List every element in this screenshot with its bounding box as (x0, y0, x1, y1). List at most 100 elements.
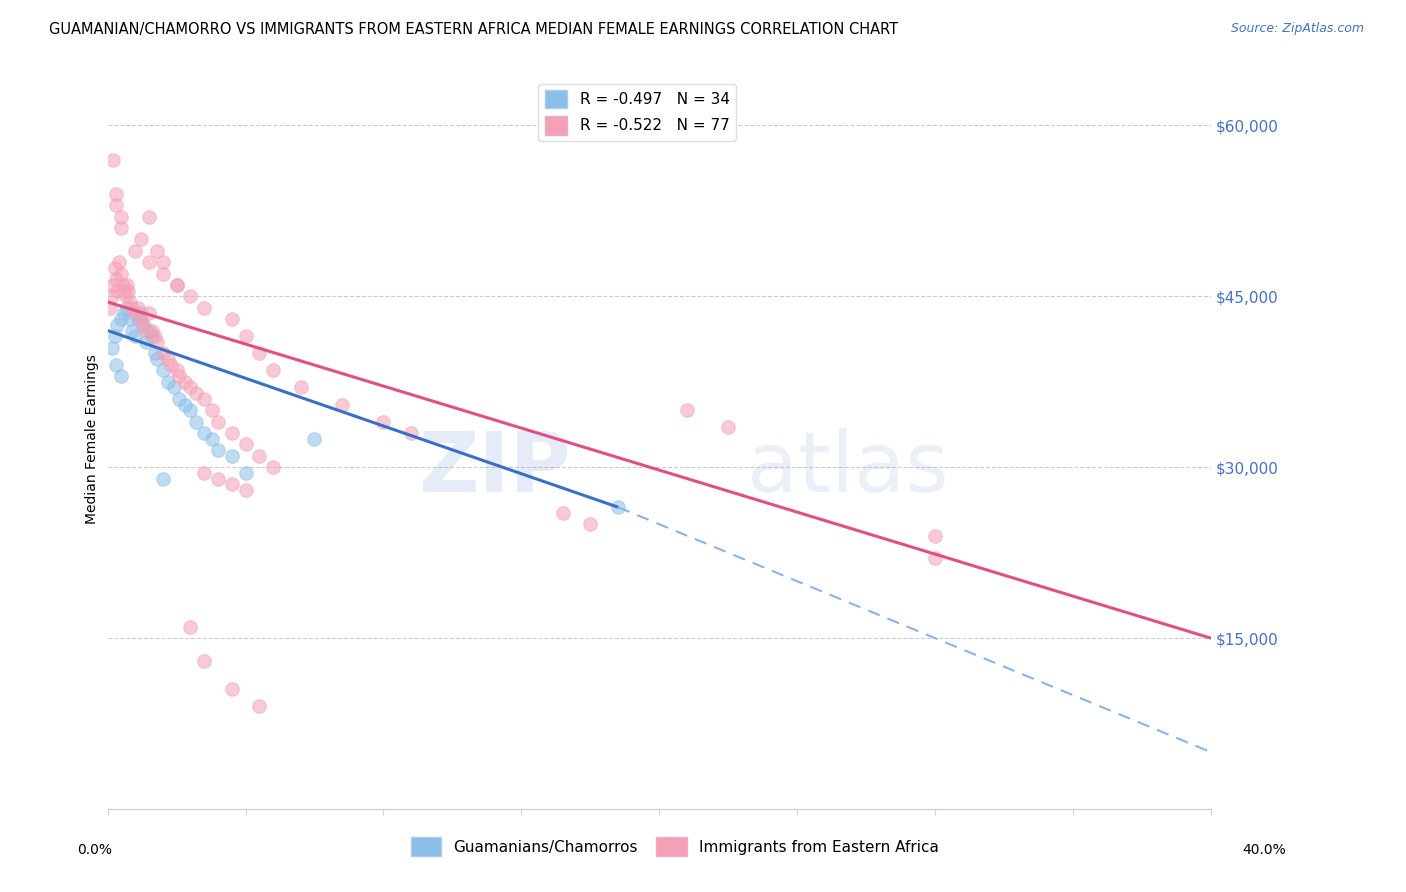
Point (247, 449, 270, 463)
Point (179, 620, 201, 634)
Point (146, 351, 169, 366)
Point (173, 375, 195, 389)
Point (103, 260, 125, 275)
Text: atlas: atlas (748, 428, 949, 508)
Point (221, 312, 243, 326)
Point (166, 277, 188, 292)
Point (152, 363, 174, 377)
Point (924, 528, 946, 542)
Point (100, 341, 122, 355)
Y-axis label: Median Female Earnings: Median Female Earnings (86, 354, 100, 524)
Point (160, 358, 183, 372)
Point (235, 483, 257, 497)
Point (399, 426, 422, 441)
Point (104, 198, 127, 212)
Point (924, 551, 946, 566)
Point (121, 324, 143, 338)
Point (127, 312, 149, 326)
Point (132, 318, 155, 332)
Text: Source: ZipAtlas.com: Source: ZipAtlas.com (1230, 22, 1364, 36)
Point (173, 398, 195, 412)
Point (115, 277, 138, 292)
Point (221, 682, 243, 697)
Text: 0.0%: 0.0% (77, 843, 112, 857)
Point (104, 358, 127, 372)
Point (100, 289, 122, 303)
Point (105, 318, 128, 332)
Point (235, 437, 257, 451)
Point (166, 277, 188, 292)
Text: ZIP: ZIP (419, 428, 571, 508)
Point (221, 477, 243, 491)
Point (124, 244, 146, 258)
Point (110, 312, 132, 326)
Point (118, 312, 141, 326)
Point (235, 466, 257, 480)
Point (179, 289, 201, 303)
Point (184, 415, 207, 429)
Point (112, 306, 135, 320)
Point (110, 369, 132, 384)
Point (110, 210, 132, 224)
Point (132, 318, 155, 332)
Point (551, 506, 574, 520)
Point (124, 306, 146, 320)
Point (193, 654, 215, 668)
Point (179, 380, 201, 394)
Point (262, 460, 284, 475)
Point (115, 301, 138, 315)
Point (138, 210, 160, 224)
Point (221, 426, 243, 441)
Point (110, 267, 132, 281)
Point (201, 403, 224, 417)
Point (127, 301, 149, 315)
Point (169, 369, 191, 384)
Point (129, 306, 152, 320)
Point (118, 295, 141, 310)
Point (221, 449, 243, 463)
Point (717, 420, 740, 434)
Point (105, 284, 128, 298)
Point (121, 301, 143, 315)
Point (163, 380, 186, 394)
Point (169, 392, 191, 406)
Point (104, 272, 127, 286)
Point (135, 334, 157, 349)
Point (101, 277, 124, 292)
Point (141, 329, 163, 343)
Point (152, 472, 174, 486)
Point (152, 346, 174, 360)
Point (157, 351, 180, 366)
Point (143, 329, 166, 343)
Text: 40.0%: 40.0% (1243, 843, 1286, 857)
Point (247, 346, 270, 360)
Point (193, 392, 215, 406)
Point (675, 403, 697, 417)
Point (152, 255, 174, 269)
Point (138, 255, 160, 269)
Point (606, 500, 628, 515)
Point (112, 284, 135, 298)
Point (157, 375, 180, 389)
Point (207, 472, 229, 486)
Point (207, 415, 229, 429)
Point (138, 306, 160, 320)
Point (262, 363, 284, 377)
Point (235, 329, 257, 343)
Point (135, 324, 157, 338)
Point (166, 363, 188, 377)
Point (193, 466, 215, 480)
Point (290, 380, 312, 394)
Point (117, 284, 139, 298)
Legend: R = -0.497   N = 34, R = -0.522   N = 77: R = -0.497 N = 34, R = -0.522 N = 77 (538, 84, 735, 141)
Point (579, 517, 602, 532)
Point (152, 267, 174, 281)
Point (141, 324, 163, 338)
Point (110, 221, 132, 235)
Legend: Guamanians/Chamorros, Immigrants from Eastern Africa: Guamanians/Chamorros, Immigrants from Ea… (405, 831, 945, 862)
Point (179, 403, 201, 417)
Point (146, 244, 169, 258)
Point (193, 301, 215, 315)
Text: GUAMANIAN/CHAMORRO VS IMMIGRANTS FROM EASTERN AFRICA MEDIAN FEMALE EARNINGS CORR: GUAMANIAN/CHAMORRO VS IMMIGRANTS FROM EA… (49, 22, 898, 37)
Point (111, 277, 134, 292)
